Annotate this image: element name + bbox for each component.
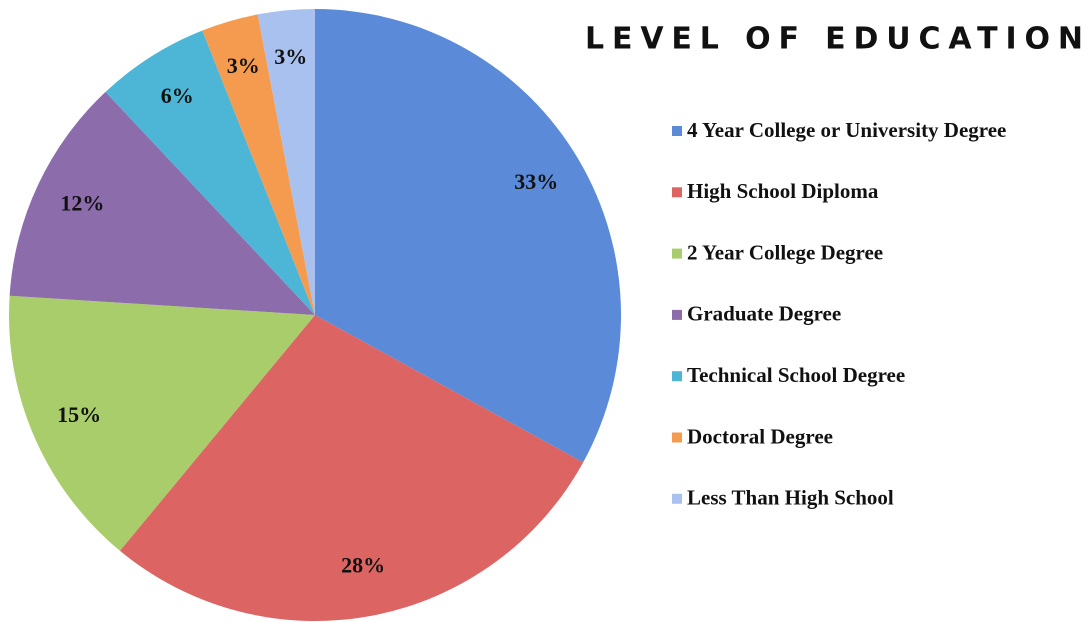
slice-label: 28% (341, 553, 385, 578)
legend-swatch (672, 126, 682, 136)
legend-label: Doctoral Degree (687, 424, 833, 448)
pie-slice (105, 30, 315, 315)
pie-slice (9, 91, 315, 315)
legend-swatch (672, 493, 682, 504)
slice-label: 12% (60, 191, 104, 216)
legend-label: Technical School Degree (687, 363, 905, 387)
legend-swatch (672, 432, 682, 443)
chart-title: LEVEL OF EDUCATION (585, 22, 1083, 57)
pie-slice (315, 9, 621, 463)
slice-label: 33% (514, 169, 558, 194)
pie-slice (202, 14, 315, 315)
slice-label: 15% (57, 402, 101, 427)
legend-swatch (672, 309, 682, 320)
legend-swatch (672, 371, 682, 382)
slice-label: 3% (274, 44, 307, 69)
legend-label: 4 Year College or University Degree (687, 118, 1006, 142)
legend-label: Less Than High School (687, 486, 894, 510)
slice-label: 6% (161, 83, 194, 108)
legend-swatch (672, 187, 682, 198)
legend-label: Graduate Degree (687, 302, 841, 326)
legend-label: High School Diploma (687, 179, 879, 203)
pie-slice (9, 295, 316, 551)
pie-slice (257, 9, 315, 315)
legend-swatch (672, 248, 682, 259)
slice-label: 3% (227, 53, 260, 78)
legend-label: 2 Year College Degree (687, 240, 883, 264)
pie-slice (119, 315, 584, 621)
